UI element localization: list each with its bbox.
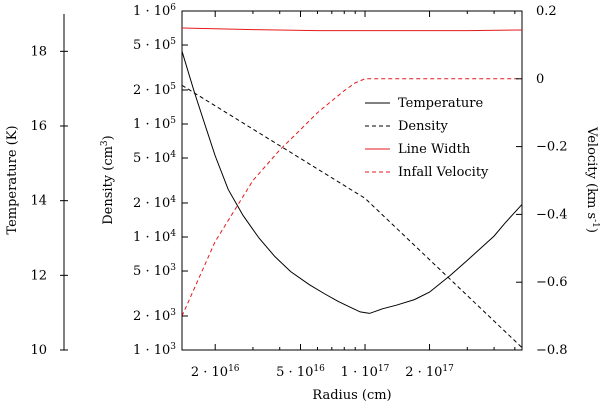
density-tick-label: 1 · 106 [133, 3, 176, 19]
x-tick-label: 2 · 1016 [191, 364, 240, 380]
velocity-tick-label: 0 [536, 72, 544, 87]
velocity-tick-label: −0.6 [536, 275, 568, 290]
velocity-axis-title: Velocity (km s-1) [584, 126, 600, 233]
legend-label-line-width: Line Width [398, 142, 471, 157]
plot-area [182, 27, 522, 348]
density-tick-label: 1 · 103 [133, 342, 176, 358]
axes: 2 · 1016 5 · 1016 1 · 1017 2 · 1017 1 · 103 2… [133, 3, 568, 380]
density-tick-label: 5 · 103 [133, 263, 176, 279]
plot-frame [181, 10, 523, 351]
temperature-tick-label: 12 [30, 268, 47, 283]
x-tick-label: 5 · 1016 [276, 364, 325, 380]
temperature-axis-title: Temperature (K) [5, 125, 20, 234]
series-line-temperature [182, 51, 522, 314]
temperature-tick-label: 18 [30, 44, 47, 59]
temperature-axis: 10 12 14 16 18 [30, 14, 68, 358]
density-tick-label: 2 · 105 [133, 82, 176, 98]
density-tick-label: 1 · 104 [133, 229, 176, 245]
velocity-tick-label: −0.2 [536, 140, 568, 155]
density-tick-label: 2 · 103 [133, 308, 176, 324]
velocity-tick-label: 0.2 [536, 4, 557, 19]
x-axis-title: Radius (cm) [312, 388, 391, 403]
density-tick-label: 2 · 104 [133, 195, 176, 211]
density-axis-title: Density (cm3) [100, 135, 116, 225]
temperature-tick-label: 10 [30, 343, 47, 358]
legend-label-temperature: Temperature [398, 96, 483, 111]
legend-label-infall-velocity: Infall Velocity [398, 165, 489, 180]
x-tick-label: 1 · 1017 [341, 364, 390, 380]
temperature-tick-label: 16 [30, 119, 47, 134]
series-line-line-width [182, 27, 522, 32]
series-line-infall-velocity [182, 78, 522, 317]
temperature-tick-label: 14 [30, 194, 47, 209]
density-tick-label: 5 · 105 [133, 37, 176, 53]
velocity-tick-label: −0.8 [536, 343, 568, 358]
density-tick-label: 5 · 104 [133, 150, 176, 166]
legend-label-density: Density [398, 119, 449, 134]
legend: Temperature Density Line Width Infall Veloc… [365, 96, 489, 180]
velocity-tick-label: −0.4 [536, 207, 568, 222]
density-tick-label: 1 · 105 [133, 116, 176, 132]
x-tick-label: 2 · 1017 [405, 364, 454, 380]
series-line-density [182, 84, 522, 348]
